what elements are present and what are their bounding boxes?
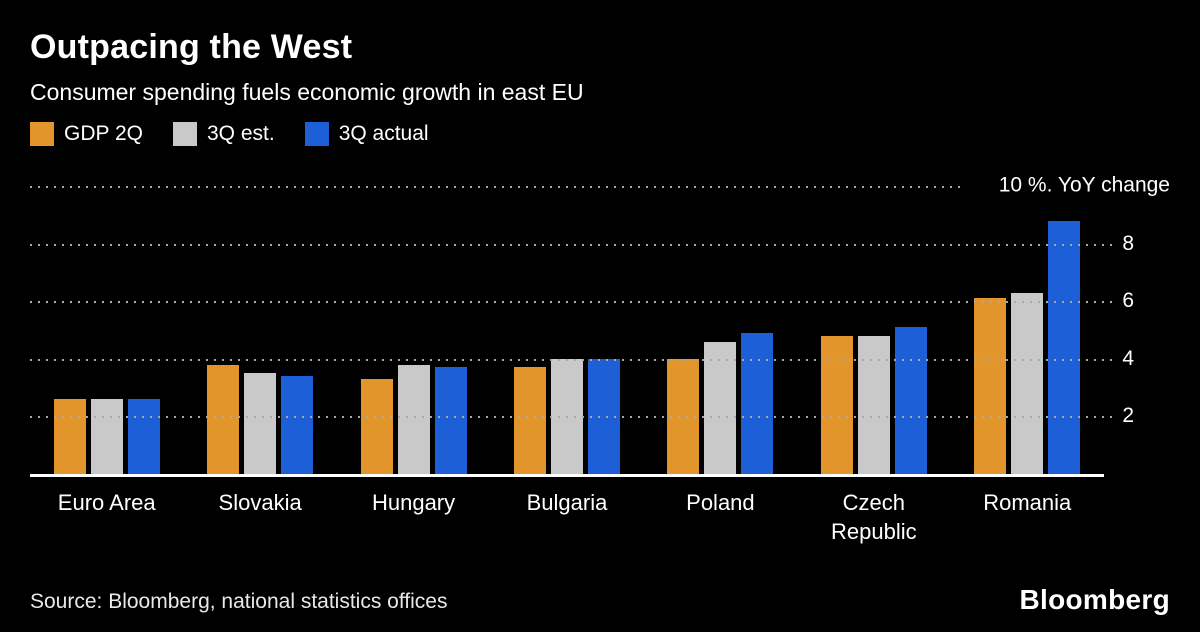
bar (434, 367, 467, 474)
bar-group (797, 186, 950, 474)
legend-item: 3Q est. (172, 122, 275, 146)
gridline (30, 301, 1112, 304)
legend-swatch-icon (172, 122, 197, 146)
bar-group (337, 186, 490, 474)
x-axis-labels: Euro Area Slovakia Hungary Bulgaria Poland Cz… (30, 489, 1104, 546)
x-axis-label: Hungary (337, 489, 490, 546)
bar (1011, 292, 1044, 474)
bar (53, 399, 86, 474)
gridline (30, 186, 966, 188)
x-axis-label-text: Romania (983, 490, 1072, 515)
bar (244, 373, 277, 474)
y-tick-label: 4 (1122, 346, 1134, 370)
legend-label: 3Q est. (206, 122, 275, 145)
bar (704, 341, 737, 474)
bar (90, 399, 123, 474)
x-axis-label-text: Czech Republic (831, 490, 917, 544)
bloomberg-logo: Bloomberg (1019, 584, 1170, 615)
x-axis-label-text: Hungary (371, 490, 456, 515)
legend-item: 3Q actual (304, 122, 429, 146)
x-axis-label-text: Poland (686, 490, 755, 515)
x-axis-label-text: Euro Area (57, 490, 156, 515)
legend-label: 3Q actual (338, 122, 429, 145)
legend: GDP 2Q 3Q est. 3Q actual (30, 122, 1170, 146)
legend-item: GDP 2Q (30, 122, 143, 146)
legend-label: GDP 2Q (64, 122, 143, 145)
x-axis-label: Czech Republic (797, 489, 950, 546)
bar (207, 364, 240, 474)
bar (857, 335, 890, 474)
bar (820, 335, 853, 474)
x-axis-label-text: Bulgaria (526, 490, 608, 515)
x-axis-label: Euro Area (30, 489, 183, 546)
y-axis-top-label: 10 %. YoY change (998, 173, 1170, 197)
chart-title: Outpacing the West (30, 28, 353, 66)
bar-group (951, 186, 1104, 474)
bar (360, 378, 393, 474)
bar (894, 327, 927, 474)
x-axis-label: Bulgaria (490, 489, 643, 546)
bars-container (30, 186, 1104, 474)
bar-group (490, 186, 643, 474)
chart-subtitle: Consumer spending fuels economic growth … (30, 79, 584, 105)
gridline (30, 416, 1112, 419)
bar (741, 332, 774, 474)
bar (127, 399, 160, 474)
x-axis-label: Romania (951, 489, 1104, 546)
x-axis-label-text: Slovakia (218, 490, 302, 515)
gridline (30, 358, 1112, 361)
gridline (30, 243, 1112, 246)
y-tick-label: 8 (1122, 231, 1134, 255)
bar-group (644, 186, 797, 474)
legend-swatch-icon (304, 122, 329, 146)
bar (974, 298, 1007, 474)
bar (281, 376, 314, 474)
bar (513, 367, 546, 474)
chart: 10 %. YoY change 2 4 6 8 Euro Area Slovakia H… (30, 174, 1170, 546)
bar-group (183, 186, 336, 474)
legend-swatch-icon (30, 122, 54, 146)
bar (397, 364, 430, 474)
x-axis-baseline (30, 474, 1104, 477)
bar (1048, 220, 1081, 474)
plot-area: 10 %. YoY change 2 4 6 8 (30, 174, 1170, 474)
y-tick-label: 2 (1122, 404, 1134, 428)
source-note: Source: Bloomberg, national statistics o… (30, 590, 448, 613)
x-axis-label: Slovakia (183, 489, 336, 546)
y-tick-label: 6 (1122, 289, 1134, 313)
bar-group (30, 186, 183, 474)
x-axis-label: Poland (644, 489, 797, 546)
